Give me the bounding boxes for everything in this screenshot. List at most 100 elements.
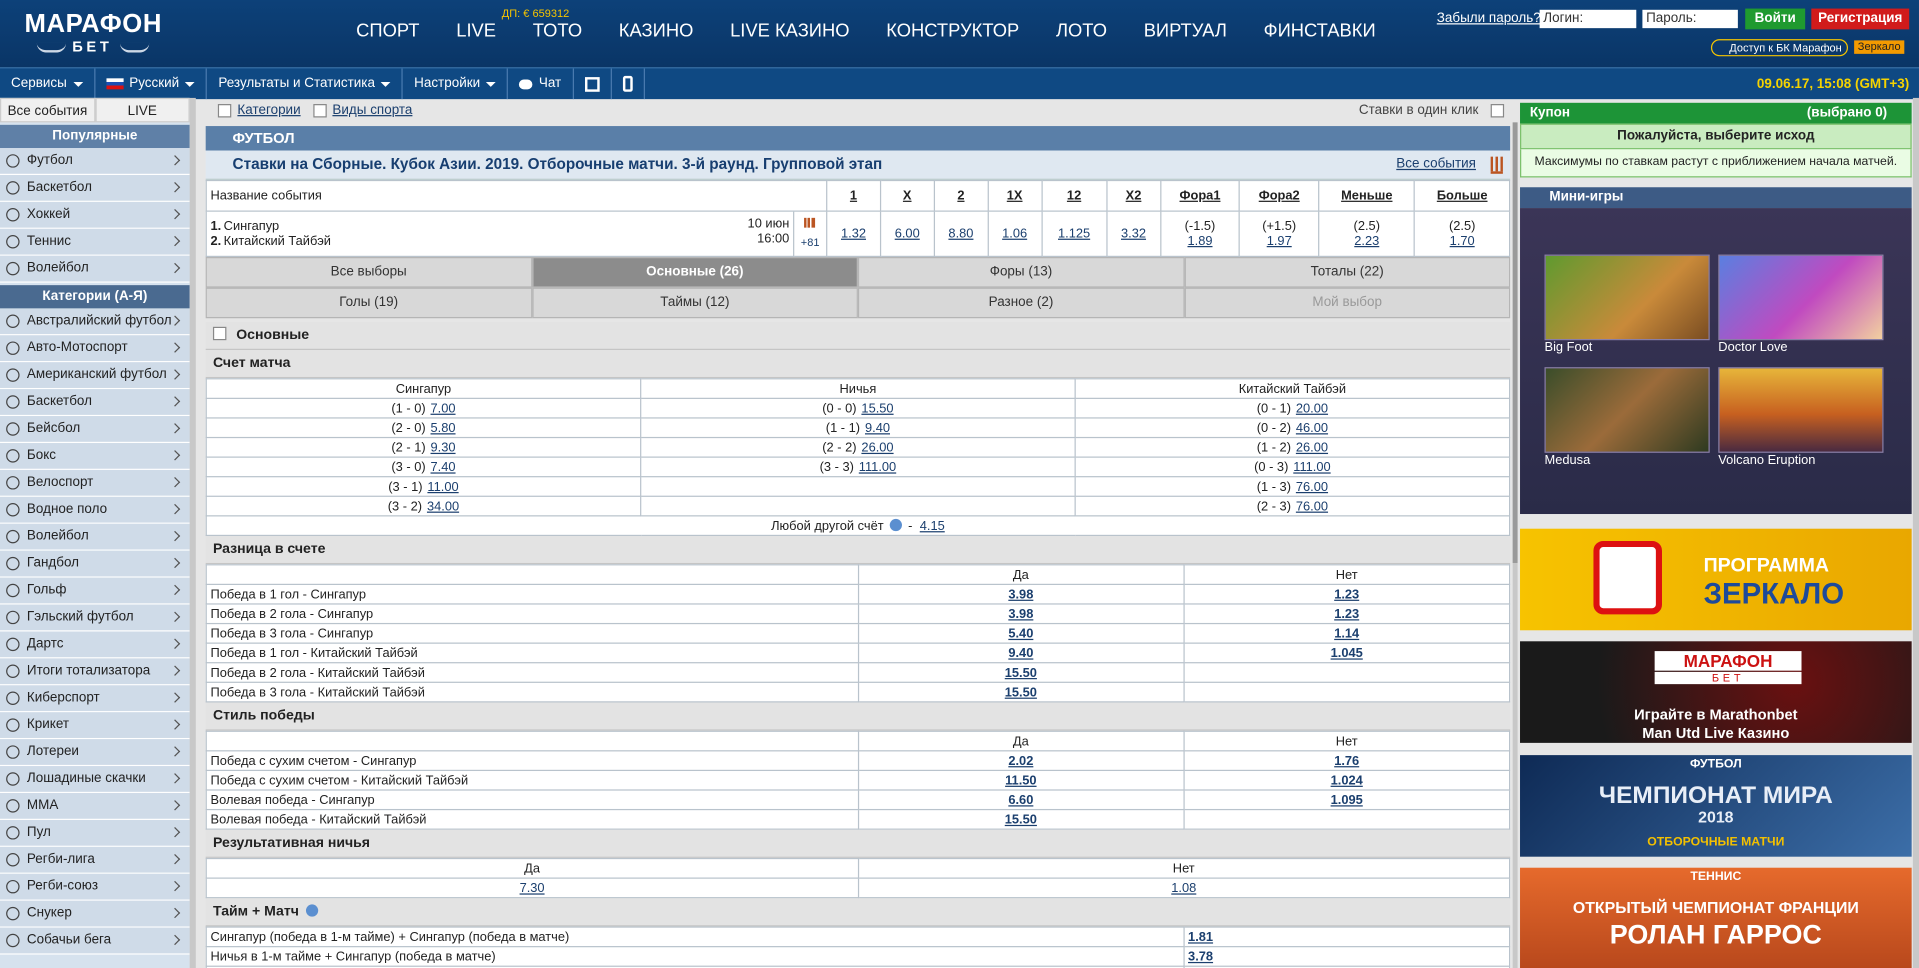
checkbox[interactable] (312, 103, 327, 117)
odd[interactable]: 3.78 (1188, 949, 1214, 964)
game-tile[interactable]: Doctor Love (1718, 254, 1884, 355)
odd-cell[interactable]: 8.80 (933, 210, 989, 258)
toolbar-item[interactable]: Сервисы (0, 68, 95, 100)
promo-banner[interactable]: ФУТБОЛ ЧЕМПИОНАТ МИРА 2018 ОТБОРОЧНЫЕ МАТЧИ (1520, 755, 1912, 857)
game-tile[interactable]: Medusa (1544, 367, 1710, 468)
score-cell[interactable]: (1 - 2) 26.00 (1074, 436, 1511, 458)
toolbar-item[interactable]: Чат (508, 68, 574, 100)
odd[interactable]: 46.00 (1295, 420, 1329, 436)
odd[interactable]: 1.23 (1334, 586, 1360, 602)
score-cell[interactable]: (3 - 1) 11.00 (205, 476, 642, 497)
score-cell[interactable]: (0 - 0) 15.50 (640, 397, 1076, 419)
odd[interactable]: 1.23 (1334, 606, 1360, 622)
category-link[interactable]: Велоспорт (0, 469, 190, 497)
category-link[interactable]: Баскетбол (0, 389, 190, 417)
market-tab[interactable]: Голы (19) (205, 287, 532, 319)
nav-link[interactable]: СПОРТ (356, 20, 420, 42)
category-link[interactable]: Итоги тотализатора (0, 658, 190, 686)
grid-view[interactable] (573, 68, 612, 100)
score-cell[interactable]: (1 - 1) 9.40 (640, 417, 1076, 439)
odd[interactable]: 15.50 (1004, 684, 1037, 700)
category-link[interactable]: Гольф (0, 577, 190, 605)
odd[interactable]: 1.024 (1330, 772, 1363, 788)
market-tab[interactable]: Все выборы (205, 257, 532, 288)
line-cell[interactable]: (-1.5) 1.89 (1159, 210, 1241, 258)
odd[interactable]: 26.00 (861, 439, 894, 455)
game-tile[interactable]: Big Foot (1544, 254, 1710, 355)
category-link[interactable]: Водное поло (0, 496, 190, 524)
category-link[interactable]: Пул (0, 819, 190, 847)
more-markets[interactable]: +81 (800, 236, 820, 249)
sidebar-tab[interactable]: LIVE (94, 97, 190, 123)
toolbar-item[interactable]: Настройки (403, 68, 509, 100)
category-link[interactable]: Гэльский футбол (0, 604, 190, 632)
sport-link[interactable]: Теннис (0, 228, 190, 256)
odd[interactable]: 26.00 (1295, 439, 1329, 455)
category-link[interactable]: Дартс (0, 631, 190, 659)
odd-cell[interactable]: 1.06 (987, 210, 1043, 258)
odd[interactable]: 15.50 (861, 400, 894, 416)
all-events[interactable]: Все события (1396, 156, 1476, 172)
nav-link[interactable]: ФИНСТАВКИ (1263, 20, 1376, 42)
mirror-link[interactable]: Зеркало (1857, 40, 1901, 53)
sidebar-tab[interactable]: Все события (0, 97, 95, 123)
odd[interactable]: 9.40 (1008, 645, 1034, 661)
category-link[interactable]: Американский футбол (0, 362, 190, 390)
odd[interactable]: 76.00 (1295, 479, 1329, 494)
sport-link[interactable]: Волейбол (0, 255, 190, 283)
odd[interactable]: 1.76 (1334, 753, 1360, 768)
odd[interactable]: 4.15 (919, 518, 945, 533)
odd-cell[interactable]: 1.32 (826, 210, 881, 258)
market-tab[interactable]: Форы (13) (857, 257, 1185, 288)
odd[interactable]: 7.40 (430, 459, 456, 475)
category-link[interactable]: Лотереи (0, 739, 190, 767)
nav-link[interactable]: КОНСТРУКТОР (886, 20, 1020, 42)
promo-banner[interactable]: МАРАФОН БЕТ Играйте в Marathonbet Man Utd L… (1520, 641, 1912, 743)
nav-link[interactable]: КАЗИНО (618, 20, 694, 42)
category-link[interactable]: Снукер (0, 900, 190, 928)
sport-link[interactable]: Футбол (0, 148, 190, 176)
login-button[interactable]: Войти (1754, 11, 1796, 26)
market-tab[interactable]: Тоталы (22) (1184, 257, 1511, 288)
line-cell[interactable]: (2.5) 2.23 (1318, 210, 1416, 258)
register-button[interactable]: Регистрация (1818, 11, 1903, 26)
market-tab[interactable]: Таймы (12) (531, 287, 858, 319)
score-cell[interactable]: (2 - 3) 76.00 (1074, 495, 1511, 517)
odd-cell[interactable]: 6.00 (879, 210, 935, 258)
sport-link[interactable]: Баскетбол (0, 175, 190, 202)
market-tab[interactable]: Основные (26) (531, 257, 858, 288)
toolbar-item[interactable]: Русский (95, 68, 208, 100)
category-link[interactable]: Киберспорт (0, 685, 190, 713)
odd[interactable]: 76.00 (1295, 498, 1329, 514)
checkbox[interactable] (1490, 103, 1505, 117)
score-cell[interactable]: (0 - 1) 20.00 (1074, 397, 1511, 419)
odd[interactable]: 11.00 (427, 479, 459, 494)
category-link[interactable]: Бокс (0, 443, 190, 470)
odd[interactable]: 3.98 (1008, 606, 1034, 622)
odd[interactable]: 20.00 (1295, 400, 1329, 416)
promo-banner[interactable]: ПРОГРАММА ЗЕРКАЛО (1520, 528, 1912, 631)
category-link[interactable]: Австралийский футбол (0, 308, 190, 336)
nav-link[interactable]: LIVE КАЗИНО (730, 20, 850, 42)
category-link[interactable]: Бейсбол (0, 416, 190, 444)
odd[interactable]: 1.81 (1188, 929, 1214, 945)
odd[interactable]: 1.045 (1330, 645, 1363, 661)
category-link[interactable]: Регби-союз (0, 873, 190, 901)
score-cell[interactable]: (3 - 3) 111.00 (640, 456, 1076, 478)
promo-banner[interactable]: ТЕННИС ОТКРЫТЫЙ ЧЕМПИОНАТ ФРАНЦИИ РОЛАН ГА… (1520, 867, 1912, 968)
odd[interactable]: 111.00 (858, 459, 897, 475)
category-link[interactable]: Авто-Мотоспорт (0, 335, 190, 363)
odd[interactable]: 5.80 (430, 420, 456, 436)
category-link[interactable]: Волейбол (0, 523, 190, 551)
score-cell[interactable]: (0 - 2) 46.00 (1074, 417, 1511, 439)
odd[interactable]: 9.40 (864, 420, 891, 436)
odd[interactable]: 15.50 (1004, 665, 1037, 680)
forgot-link[interactable]: Забыли пароль? (1436, 11, 1541, 26)
filter-sports[interactable]: Виды спорта (332, 102, 413, 118)
score-cell[interactable]: (3 - 2) 34.00 (205, 495, 642, 517)
mobile-view[interactable] (611, 68, 645, 100)
line-cell[interactable]: (+1.5) 1.97 (1238, 210, 1320, 258)
category-link[interactable]: Регби-лига (0, 846, 190, 874)
odd[interactable]: 11.50 (1005, 772, 1037, 788)
odd[interactable]: 1.14 (1334, 625, 1360, 641)
